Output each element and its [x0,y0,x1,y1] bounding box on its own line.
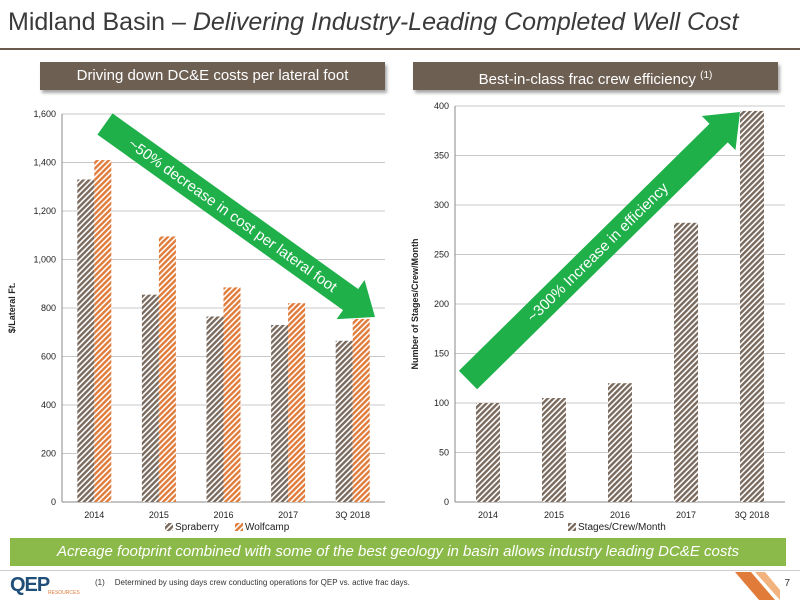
bottom-summary-banner: Acreage footprint combined with some of … [10,538,786,566]
y-tick-label: 400 [41,400,56,410]
x-tick-label: 2014 [84,510,104,520]
bar-spraberry-2017 [271,324,289,502]
bar-stages-crew-month-2015 [542,398,566,502]
trend-arrow-label: ~50% decrease in cost per lateral foot [125,135,341,296]
legend-label: Spraberry [175,522,219,533]
legend-swatch [235,523,243,531]
x-tick-label: 2014 [478,510,498,520]
bar-spraberry-2016 [206,316,224,502]
y-tick-label: 100 [434,398,449,408]
footnote-text: Determined by using days crew conducting… [114,578,410,587]
y-tick-label: 350 [434,151,449,161]
legend-label: Wolfcamp [245,522,290,533]
y-tick-label: 0 [51,497,56,507]
y-tick-label: 1,000 [33,255,56,265]
right-banner-text: Best-in-class frac crew efficiency [478,71,701,88]
y-tick-label: 250 [434,250,449,260]
corner-stripe-decoration [735,572,780,600]
page-number: 7 [784,578,790,589]
trend-arrow: ~300% Increase in efficiency [458,111,740,390]
y-tick-label: 150 [434,349,449,359]
x-tick-label: 2016 [610,510,630,520]
bar-wolfcamp-2016 [223,287,241,502]
legend-swatch [568,523,576,531]
x-tick-label: 2017 [278,510,298,520]
cost-per-lateral-foot-chart: 0 200 400 600 800 1,000 1,200 1,400 1,600 2014 201… [7,109,385,533]
x-tick-label: 3Q 2018 [735,510,770,520]
x-tick-label: 2016 [213,510,233,520]
x-tick-label: 3Q 2018 [335,510,370,520]
title-main: Midland Basin – [8,8,193,36]
bar-spraberry-2014 [77,179,95,502]
bar-wolfcamp-3q-2018 [352,318,370,502]
x-tick-label: 2017 [676,510,696,520]
frac-crew-efficiency-chart: 0 50 100 150 200 250 300 350 400 2014 2015 2016 2017… [410,101,785,533]
right-chart-banner: Best-in-class frac crew efficiency (1) [413,62,778,90]
bar-stages-crew-month-3q-2018 [740,110,764,502]
x-tick-label: 2015 [544,510,564,520]
y-tick-label: 0 [444,497,449,507]
y-tick-label: 800 [41,303,56,313]
y-tick-label: 1,200 [33,206,56,216]
y-tick-label: 200 [434,299,449,309]
legend-swatch [165,523,173,531]
logo-wordmark: QEP [10,574,50,596]
y-tick-label: 1,600 [33,109,56,119]
y-tick-label: 600 [41,352,56,362]
legend-label: Stages/Crew/Month [578,522,666,533]
y-tick-label: 400 [434,101,449,111]
bar-wolfcamp-2014 [94,160,112,502]
bar-wolfcamp-2015 [158,236,176,502]
logo-subtext: RESOURCES [48,590,80,596]
y-tick-label: 200 [41,449,56,459]
right-banner-footnote-ref: (1) [700,70,713,81]
footnote-number: (1) [95,578,105,587]
bar-stages-crew-month-2016 [608,383,632,502]
title-divider [0,48,800,50]
title-italic: Delivering Industry-Leading Completed We… [192,8,739,36]
qep-logo: QEP RESOURCES [10,574,90,598]
bar-spraberry-3q-2018 [335,340,353,502]
bar-spraberry-2015 [141,294,159,502]
x-tick-label: 2015 [149,510,169,520]
footnote: (1) Determined by using days crew conduct… [95,578,410,587]
footer-divider [0,570,800,571]
y-axis-label: $/Lateral Ft. [7,283,17,334]
y-tick-label: 50 [439,448,449,458]
y-tick-label: 1,400 [33,158,56,168]
y-axis-label: Number of Stages/Crew/Month [410,238,420,369]
slide-title: Midland Basin – Delivering Industry-Lead… [8,8,738,37]
left-chart-banner: Driving down DC&E costs per lateral foot [40,62,385,90]
bar-stages-crew-month-2014 [476,403,500,502]
y-tick-label: 300 [434,200,449,210]
bar-wolfcamp-2017 [288,303,306,502]
bar-stages-crew-month-2017 [674,222,698,502]
